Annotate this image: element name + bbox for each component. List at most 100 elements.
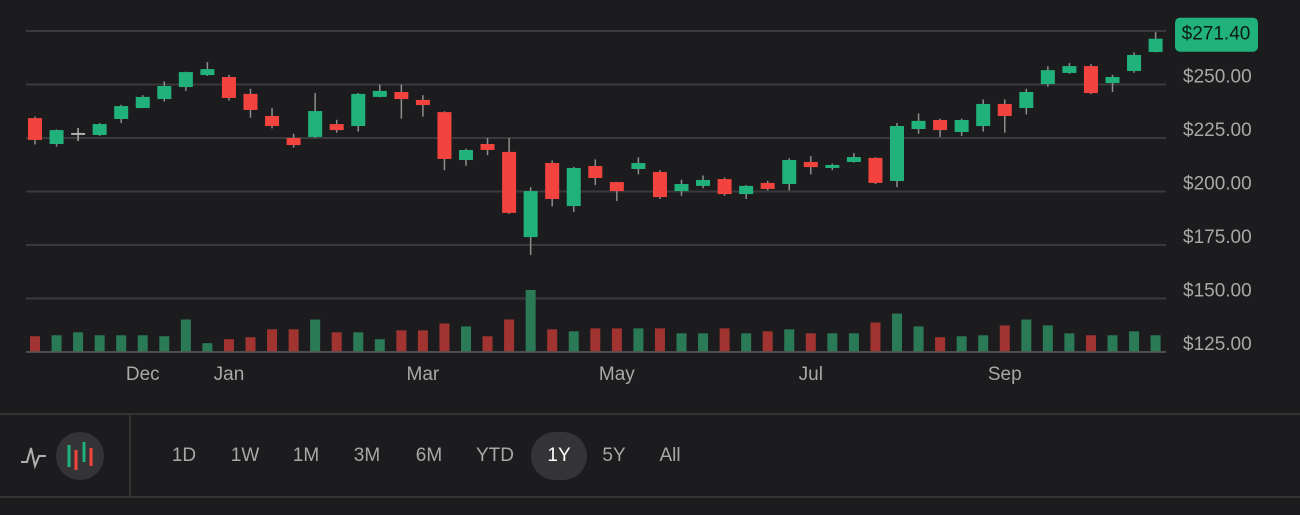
range-button[interactable]: All	[659, 445, 680, 466]
volume-bar	[1021, 319, 1032, 352]
volume-bar	[676, 333, 687, 352]
candle-body	[1040, 70, 1055, 85]
volume-bar	[547, 329, 558, 352]
volume-bar	[137, 335, 148, 352]
range-button[interactable]: 1Y	[531, 432, 587, 480]
candle-body	[545, 163, 560, 199]
candle-body	[696, 179, 711, 186]
range-button-bg	[531, 432, 587, 480]
x-tick-label: Jul	[799, 364, 823, 385]
volume-bar	[374, 339, 385, 352]
range-button-label: 1Y	[547, 445, 571, 466]
volume-bar	[1129, 331, 1140, 352]
volume-bar	[417, 330, 428, 352]
volume-bar	[870, 322, 881, 352]
candle-body	[1019, 91, 1034, 109]
x-tick-label: May	[599, 364, 635, 385]
volume-bar	[504, 319, 515, 352]
y-tick-label: $225.00	[1183, 120, 1252, 141]
candle-body	[782, 160, 797, 185]
candle-body	[28, 118, 42, 140]
candle-body	[502, 151, 517, 213]
candle-body	[1083, 66, 1098, 94]
volume-bar	[978, 335, 989, 352]
volume-bar	[310, 319, 321, 352]
candle-body	[394, 91, 409, 100]
volume-bar	[633, 328, 644, 352]
volume-bar	[654, 328, 665, 352]
candle-body	[135, 96, 150, 109]
candle-body	[997, 103, 1012, 116]
candle-body	[200, 69, 215, 76]
candle-body	[566, 167, 581, 207]
volume-bar	[1150, 335, 1161, 352]
range-button-label: All	[659, 445, 680, 466]
candle-body	[1127, 54, 1142, 72]
candle-body	[114, 106, 129, 119]
candle-body	[459, 149, 473, 161]
candle-chart-icon[interactable]	[56, 432, 104, 480]
volume-bar	[223, 339, 234, 352]
candle-body	[933, 120, 948, 131]
range-button[interactable]: 1W	[231, 445, 260, 466]
candle-body	[265, 115, 280, 127]
volume-bar	[461, 326, 471, 352]
volume-bar	[439, 323, 450, 352]
candle-body	[911, 120, 926, 130]
range-button-label: 5Y	[602, 445, 626, 466]
candle-body	[351, 93, 366, 127]
volume-bar	[331, 332, 342, 352]
icon-bg	[56, 432, 104, 480]
price-tag: $271.40	[1182, 24, 1251, 45]
volume-bar	[762, 331, 773, 352]
volume-bar	[956, 336, 967, 352]
candle-body	[1062, 66, 1077, 73]
x-tick-label: Dec	[126, 364, 160, 385]
volume-bar	[913, 326, 924, 352]
range-button[interactable]: 5Y	[602, 445, 626, 466]
candle-body	[523, 191, 538, 238]
range-button[interactable]: 3M	[354, 445, 380, 466]
volume-bar	[1042, 325, 1053, 352]
range-button-label: 3M	[354, 445, 380, 466]
volume-bar	[1085, 335, 1096, 352]
volume-bar	[180, 319, 191, 352]
volume-bar	[525, 290, 536, 352]
candle-body	[480, 143, 495, 150]
candle-body	[846, 157, 861, 162]
candle-body	[976, 103, 991, 127]
volume-bar	[116, 335, 127, 352]
candle-body	[652, 172, 667, 198]
candle-body	[739, 185, 754, 195]
candle-body	[243, 93, 258, 110]
range-button[interactable]: 1M	[293, 445, 319, 466]
volume-bar	[51, 335, 62, 352]
volume-bar	[159, 336, 170, 352]
range-button-label: 1M	[293, 445, 319, 466]
candle-body	[437, 112, 452, 159]
volume-bar	[1107, 335, 1118, 352]
range-button[interactable]: 6M	[416, 445, 442, 466]
volume-bar	[805, 333, 816, 352]
range-button-label: 1D	[172, 445, 196, 466]
line-chart-icon[interactable]	[21, 447, 46, 470]
volume-bar	[611, 328, 622, 352]
y-tick-label: $150.00	[1183, 281, 1252, 302]
range-button[interactable]: YTD	[476, 445, 514, 466]
volume-bar	[698, 333, 709, 352]
candle-body	[71, 132, 86, 135]
y-tick-label: $200.00	[1183, 174, 1252, 195]
price-tag-bg	[1175, 17, 1258, 52]
y-tick-label: $250.00	[1183, 67, 1252, 88]
volume-bar	[741, 333, 752, 352]
candle-body	[178, 72, 193, 88]
volume-bar	[935, 337, 946, 352]
volume-bar	[784, 329, 795, 352]
range-button[interactable]: 1D	[172, 445, 196, 466]
volume-bar	[267, 329, 278, 352]
candle-body	[286, 138, 301, 146]
candle-body	[803, 161, 818, 168]
